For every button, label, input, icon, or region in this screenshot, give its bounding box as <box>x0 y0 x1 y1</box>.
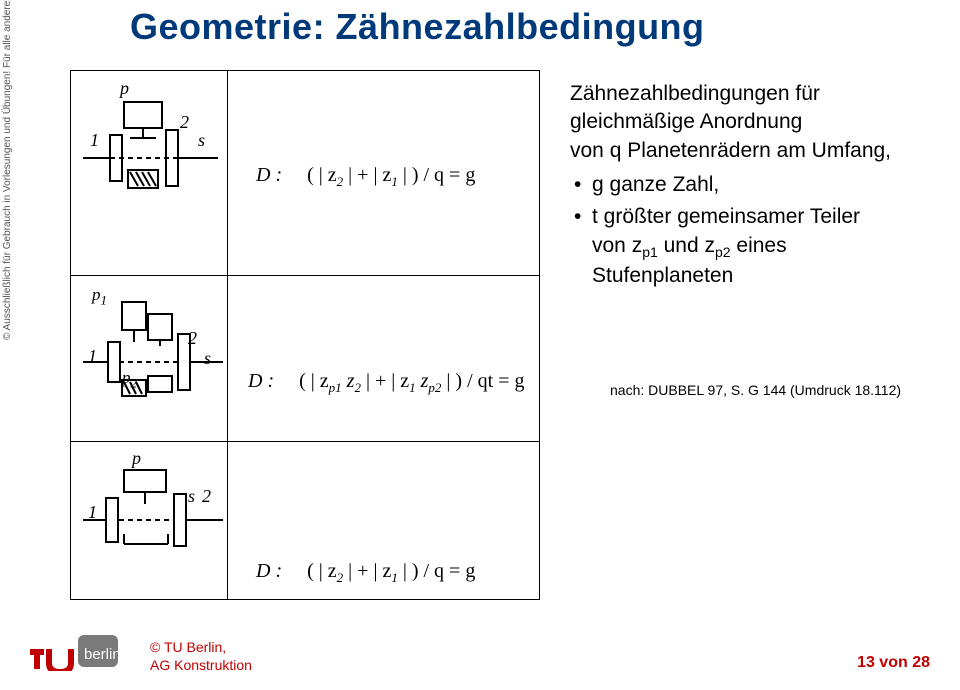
lp2s: 2 <box>131 375 138 390</box>
f2e: | ) / qt = g <box>441 370 524 392</box>
label-s-row1: s <box>198 130 205 151</box>
b2d: eines <box>731 234 787 257</box>
f3c: | ) / q = g <box>398 560 476 582</box>
lp1s: 1 <box>101 292 108 307</box>
label-p-row3: p <box>132 448 141 469</box>
schematic-row3 <box>78 450 223 570</box>
f3-D: D : <box>256 560 282 582</box>
footer: berlin © TU Berlin, AG Konstruktion 13 v… <box>0 622 960 682</box>
content-area: p 1 2 s D : ( | z2 | + | z1 | ) / q = g <box>70 70 930 610</box>
b2p2: p2 <box>715 244 731 260</box>
formula-row1: D : ( | z2 | + | z1 | ) / q = g <box>256 164 475 190</box>
f2-D: D : <box>248 370 274 392</box>
footer-line2: AG Konstruktion <box>150 657 252 673</box>
label-1-row3: 1 <box>88 502 97 523</box>
f3a: ( | z <box>307 560 337 582</box>
label-p1-row2: p1 <box>92 285 107 308</box>
lp2: p <box>122 368 131 387</box>
label-p2-row2: p2 <box>122 368 137 391</box>
f2p1: p1 <box>329 380 342 395</box>
page-title: Geometrie: Zähnezahlbedingung <box>130 6 705 48</box>
label-2-row2: 2 <box>188 328 197 349</box>
description-block: Zähnezahlbedingungen für gleichmäßige An… <box>570 80 960 290</box>
b2c: und z <box>658 234 715 257</box>
f2p2: p2 <box>428 380 441 395</box>
f2d: z <box>416 370 429 392</box>
label-s-row2: s <box>204 348 211 369</box>
desc-bullet-1: g ganze Zahl, <box>570 171 960 199</box>
b2a: t größter gemeinsamer Teiler <box>592 205 860 228</box>
page-number: 13 von 28 <box>857 654 930 672</box>
b2e: Stufenplaneten <box>592 264 733 287</box>
vertical-copyright: © Ausschließlich für Gebrauch in Vorlesu… <box>2 0 13 340</box>
footer-text: © TU Berlin, AG Konstruktion <box>150 639 252 674</box>
label-p-row1: p <box>120 78 129 99</box>
label-2-row1: 2 <box>180 112 189 133</box>
label-2-row3: 2 <box>202 486 211 507</box>
b2p1: p1 <box>642 244 658 260</box>
f2c: | + | z <box>361 370 409 392</box>
formula-row3: D : ( | z2 | + | z1 | ) / q = g <box>256 560 475 586</box>
f2b: z <box>342 370 355 392</box>
lp1: p <box>92 285 101 304</box>
b2b: von z <box>592 234 642 257</box>
label-1-row1: 1 <box>90 130 99 151</box>
formula-row2: D : ( | zp1 z2 | + | z1 zp2 | ) / qt = g <box>248 370 524 396</box>
label-s-row3: s <box>188 486 195 507</box>
desc-line2: gleichmäßige Anordnung <box>570 108 960 136</box>
f1-a: ( | z <box>307 164 337 186</box>
source-note: nach: DUBBEL 97, S. G 144 (Umdruck 18.11… <box>610 382 901 398</box>
f1-b: | + | z <box>343 164 391 186</box>
desc-bullet-2: t größter gemeinsamer Teiler von zp1 und… <box>570 203 960 290</box>
footer-line1: © TU Berlin, <box>150 639 226 655</box>
f1-D: D : <box>256 164 282 186</box>
desc-line1: Zähnezahlbedingungen für <box>570 80 960 108</box>
f1-c: | ) / q = g <box>398 164 476 186</box>
svg-text:berlin: berlin <box>84 646 120 663</box>
f3b: | + | z <box>343 560 391 582</box>
f2a: ( | z <box>299 370 329 392</box>
tu-berlin-logo: berlin <box>30 629 120 676</box>
desc-line3: von q Planetenrädern am Umfang, <box>570 137 960 165</box>
label-1-row2: 1 <box>88 346 97 367</box>
